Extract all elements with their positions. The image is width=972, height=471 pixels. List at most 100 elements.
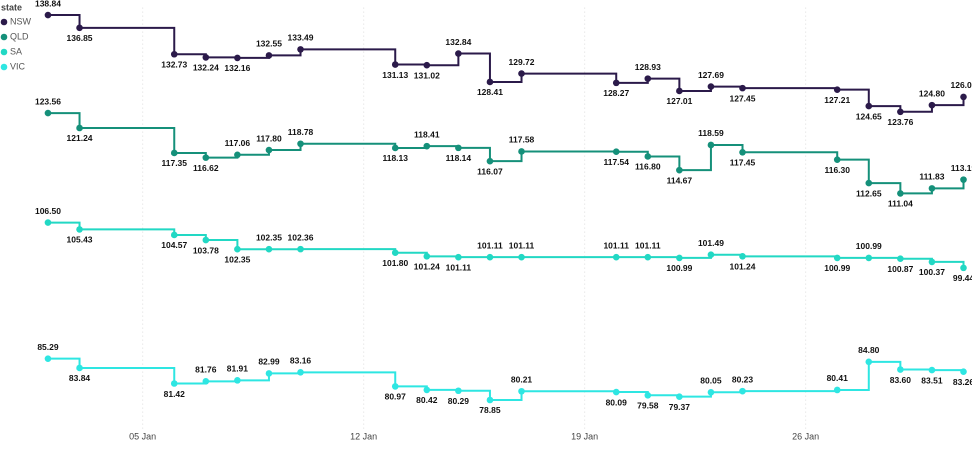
value-label: 101.11 <box>635 240 661 250</box>
value-label: 111.83 <box>919 172 944 182</box>
data-point <box>455 253 462 261</box>
data-point <box>202 236 210 244</box>
value-label: 114.67 <box>667 175 693 185</box>
data-point <box>928 185 936 192</box>
data-point <box>297 245 304 253</box>
data-point <box>170 231 178 239</box>
value-label: 102.35 <box>224 254 250 264</box>
data-point <box>707 251 715 259</box>
data-point <box>960 93 967 101</box>
data-point <box>202 154 210 161</box>
value-label: 118.41 <box>414 129 440 139</box>
data-point <box>865 254 873 262</box>
data-point <box>707 388 715 396</box>
value-label: 127.21 <box>824 95 850 105</box>
value-label: 101.49 <box>698 238 724 248</box>
value-label: 100.99 <box>824 263 850 273</box>
value-label: 121.24 <box>67 133 93 143</box>
data-point <box>960 368 967 375</box>
value-label: 118.13 <box>382 153 408 163</box>
data-point <box>865 358 873 366</box>
series-line <box>47 112 965 195</box>
data-point <box>960 264 967 272</box>
data-point <box>455 144 462 152</box>
legend-title: state <box>1 2 22 12</box>
data-point <box>676 87 683 95</box>
data-point <box>486 396 494 404</box>
data-point <box>928 101 936 109</box>
data-point <box>612 388 620 396</box>
value-label: 127.01 <box>666 96 692 106</box>
value-label: 80.21 <box>511 375 533 385</box>
data-point <box>170 50 178 58</box>
data-point <box>897 255 904 262</box>
value-label: 132.73 <box>161 60 187 70</box>
value-label: 83.51 <box>921 375 943 385</box>
value-label: 126.08 <box>951 80 972 90</box>
value-label: 132.16 <box>224 63 250 73</box>
value-label: 81.76 <box>195 365 217 375</box>
data-point <box>265 370 273 377</box>
value-label: 100.99 <box>856 241 882 251</box>
data-point <box>297 369 304 376</box>
data-point <box>76 226 83 233</box>
data-point <box>865 102 873 110</box>
data-point <box>612 79 620 87</box>
value-label: 100.37 <box>919 267 945 277</box>
data-point <box>897 190 904 197</box>
x-tick-label: 19 Jan <box>571 431 598 441</box>
value-label: 116.80 <box>635 162 661 172</box>
value-label: 80.05 <box>700 376 722 386</box>
value-label: 132.24 <box>193 63 219 73</box>
x-tick-label: 26 Jan <box>792 431 819 441</box>
value-label: 80.41 <box>827 373 849 383</box>
value-label: 123.56 <box>35 96 61 106</box>
value-label: 79.37 <box>669 402 691 412</box>
data-point <box>928 366 936 374</box>
value-label: 127.45 <box>730 93 756 103</box>
data-point <box>297 140 304 148</box>
value-label: 101.24 <box>414 262 440 272</box>
legend-label: NSW <box>10 16 32 26</box>
data-point <box>518 148 525 155</box>
value-label: 81.42 <box>164 389 186 399</box>
value-label: 80.97 <box>385 392 407 402</box>
data-point <box>423 253 431 260</box>
data-point <box>423 61 431 69</box>
value-label: 78.85 <box>479 405 501 415</box>
value-label: 101.11 <box>477 240 503 250</box>
value-label: 103.78 <box>193 245 219 255</box>
data-point <box>960 176 967 183</box>
x-tick-label: 05 Jan <box>129 431 156 441</box>
value-label: 84.80 <box>858 345 880 355</box>
data-point <box>234 54 241 62</box>
data-point <box>234 377 241 384</box>
value-label: 133.49 <box>288 33 314 43</box>
value-label: 118.78 <box>288 127 314 137</box>
data-point <box>76 364 83 372</box>
value-label: 100.99 <box>666 263 692 273</box>
value-label: 136.85 <box>67 33 93 43</box>
data-point <box>833 86 841 93</box>
value-label: 80.29 <box>448 396 470 406</box>
data-point <box>739 149 746 156</box>
value-label: 118.59 <box>698 128 724 138</box>
data-point <box>897 108 904 116</box>
value-label: 111.04 <box>888 199 913 209</box>
legend-label: QLD <box>10 31 29 41</box>
value-label: 128.41 <box>477 87 503 97</box>
value-label: 132.84 <box>445 37 471 47</box>
data-point <box>644 253 652 261</box>
value-label: 113.19 <box>951 163 972 173</box>
data-point <box>265 146 273 154</box>
value-label: 80.23 <box>732 374 754 384</box>
data-point <box>76 124 83 132</box>
legend-marker <box>0 18 8 26</box>
data-point <box>44 11 52 19</box>
data-point <box>518 70 525 77</box>
value-label: 128.27 <box>603 88 629 98</box>
data-point <box>865 179 873 187</box>
value-label: 101.11 <box>603 240 629 250</box>
value-label: 102.36 <box>288 232 314 242</box>
value-label: 101.80 <box>382 258 408 268</box>
